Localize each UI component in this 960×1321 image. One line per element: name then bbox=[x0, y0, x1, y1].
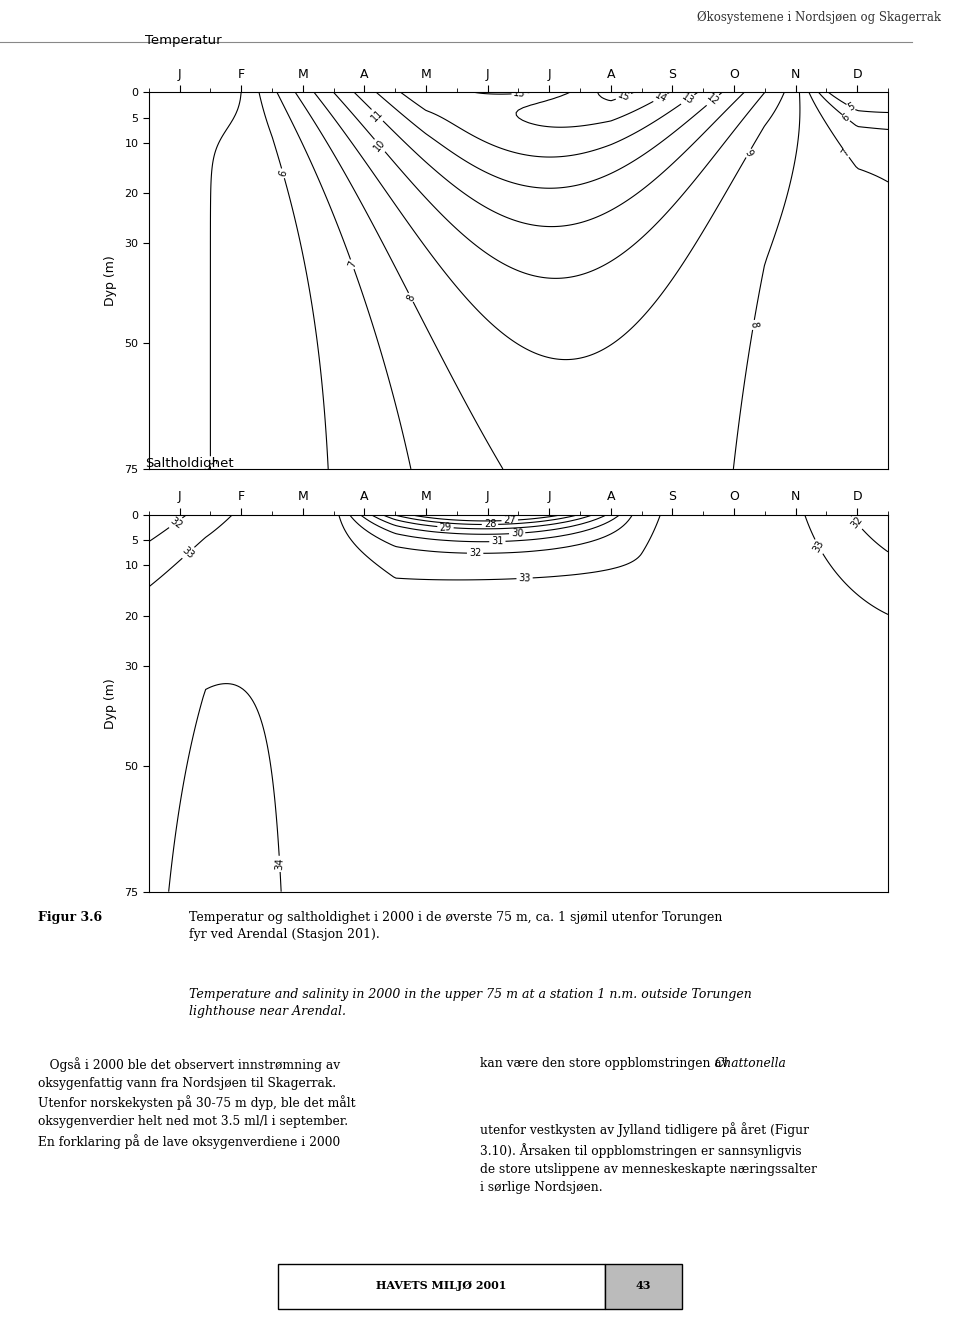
Text: 33: 33 bbox=[180, 546, 196, 560]
Text: 32: 32 bbox=[468, 548, 481, 559]
Text: 10: 10 bbox=[372, 137, 388, 153]
Text: Saltholdighet: Saltholdighet bbox=[145, 457, 233, 470]
Y-axis label: Dyp (m): Dyp (m) bbox=[105, 678, 117, 729]
Text: HAVETS MILJØ 2001: HAVETS MILJØ 2001 bbox=[376, 1280, 507, 1291]
Text: 12: 12 bbox=[705, 92, 721, 108]
Text: 6: 6 bbox=[277, 169, 289, 177]
Bar bbox=[605, 1264, 682, 1309]
Text: Temperatur: Temperatur bbox=[145, 34, 222, 48]
Text: 30: 30 bbox=[511, 528, 523, 539]
Text: Chattonella: Chattonella bbox=[714, 1057, 786, 1070]
Text: 29: 29 bbox=[439, 522, 452, 532]
Text: 7: 7 bbox=[840, 148, 852, 159]
Text: 14: 14 bbox=[653, 90, 668, 104]
Bar bbox=[278, 1264, 605, 1309]
Text: 43: 43 bbox=[636, 1280, 651, 1291]
Y-axis label: Dyp (m): Dyp (m) bbox=[105, 255, 117, 306]
Text: kan være den store oppblomstringen av: kan være den store oppblomstringen av bbox=[480, 1057, 732, 1070]
Text: 8: 8 bbox=[405, 292, 417, 303]
Text: 31: 31 bbox=[492, 536, 504, 547]
Text: 32: 32 bbox=[168, 515, 183, 531]
Text: 5: 5 bbox=[205, 458, 215, 465]
Text: 9: 9 bbox=[743, 148, 755, 159]
Text: Temperatur og saltholdighet i 2000 i de øverste 75 m, ca. 1 sjømil utenfor Torun: Temperatur og saltholdighet i 2000 i de … bbox=[188, 911, 722, 942]
Text: Temperature and salinity in 2000 in the upper 75 m at a station 1 n.m. outside T: Temperature and salinity in 2000 in the … bbox=[188, 988, 752, 1018]
Text: 13: 13 bbox=[680, 91, 696, 107]
Text: 5: 5 bbox=[846, 102, 856, 112]
Text: 33: 33 bbox=[518, 573, 531, 584]
Text: utenfor vestkysten av Jylland tidligere på året (Figur
3.10). Årsaken til oppblo: utenfor vestkysten av Jylland tidligere … bbox=[480, 1103, 817, 1194]
Text: Også i 2000 ble det observert innstrømning av
oksygenfattig vann fra Nordsjøen t: Også i 2000 ble det observert innstrømni… bbox=[38, 1057, 356, 1149]
Text: Økosystemene i Nordsjøen og Skagerrak: Økosystemene i Nordsjøen og Skagerrak bbox=[697, 12, 941, 24]
Text: 15: 15 bbox=[616, 90, 631, 103]
Text: 33: 33 bbox=[811, 539, 827, 555]
Text: Figur 3.6: Figur 3.6 bbox=[38, 911, 103, 925]
Text: 11: 11 bbox=[370, 107, 385, 123]
Text: 27: 27 bbox=[503, 515, 516, 526]
Text: 32: 32 bbox=[849, 515, 865, 531]
Text: 28: 28 bbox=[484, 519, 496, 530]
Text: 6: 6 bbox=[840, 112, 852, 123]
Text: 8: 8 bbox=[748, 321, 759, 329]
Text: 13: 13 bbox=[514, 89, 526, 99]
Text: 7: 7 bbox=[347, 260, 358, 269]
Text: 34: 34 bbox=[275, 857, 285, 871]
